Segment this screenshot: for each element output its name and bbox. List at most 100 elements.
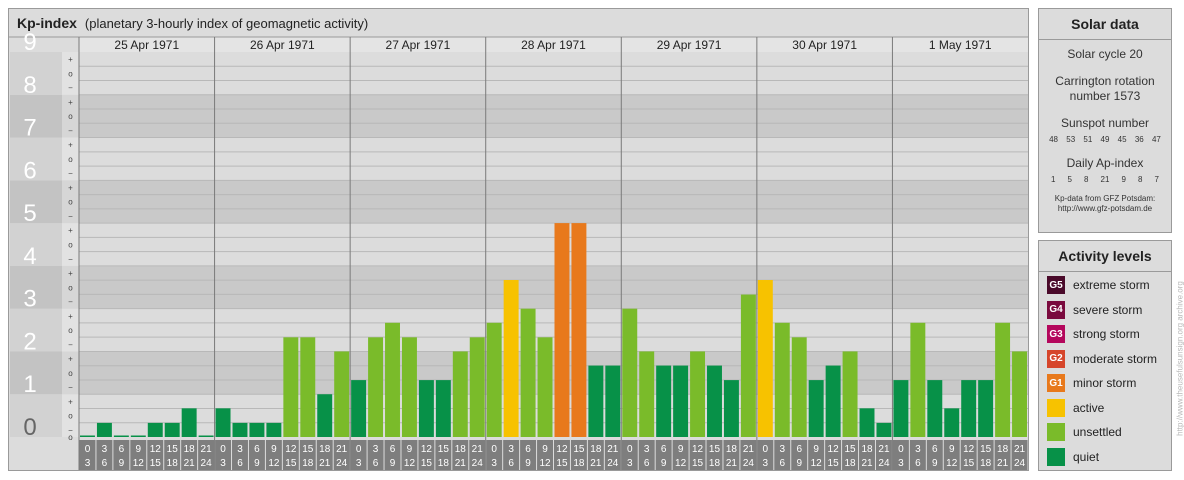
hour-end-label: 21 [726,458,738,469]
hour-cell [367,440,384,470]
hour-cell [638,440,655,470]
hour-cell [232,440,248,470]
hour-end-label: 6 [102,458,108,469]
legend-label: moderate storm [1073,351,1158,366]
hour-end-label: 24 [336,458,348,469]
kp-bar [690,351,706,437]
hour-start-label: 9 [136,444,142,455]
sunspot-value: 47 [1151,135,1161,144]
hour-cell [825,440,842,470]
kp-bar [96,422,112,437]
hour-start-label: 21 [607,444,619,455]
credit-link[interactable]: http://www.gfz-potsdam.de [1057,204,1153,213]
hour-end-label: 12 [811,458,823,469]
hour-start-label: 0 [898,444,904,455]
hour-start-label: 6 [390,444,396,455]
hour-start-label: 3 [237,444,243,455]
kp-bar [537,337,553,437]
y-tick-label: 6 [23,157,36,184]
hour-start-label: 6 [932,444,938,455]
hour-end-label: 18 [845,458,857,469]
day-label: 27 Apr 1971 [386,38,451,52]
y-subtick-label: − [68,169,73,178]
y-label-band [10,351,62,395]
kp-chart-panel: 0 1 2 3 4 5 6 7 8 9 + o − + o − + o − + o − + o − + o − + o − + o − + o − o 25… [8,8,1029,471]
hour-cell [757,440,774,470]
legend-swatch: G3 [1047,325,1065,343]
kp-bar [571,223,587,437]
hour-start-label: 15 [709,444,721,455]
kp-bar [113,435,129,437]
hour-cell [994,440,1011,470]
hour-start-label: 15 [438,444,450,455]
hour-start-label: 21 [472,444,484,455]
hour-cell [265,440,282,470]
hour-cell [926,440,943,470]
hour-cell [1011,440,1028,470]
y-subtick-band [62,137,79,181]
y-label-band [10,52,62,95]
hour-end-label: 24 [1014,458,1026,469]
y-subtick-band [62,52,79,95]
hour-start-label: 18 [997,444,1009,455]
hour-end-label: 18 [302,458,314,469]
kp-bar [351,380,367,437]
hour-cell [79,440,96,470]
y-subtick-label: o [68,369,73,378]
ap-heading: Daily Ap-index [1066,156,1144,170]
hour-start-label: 6 [796,444,802,455]
kp-bar [130,435,146,437]
sunspot-values: 48 53 51 49 45 36 47 [1039,135,1171,144]
hour-end-label: 6 [915,458,921,469]
ap-value: 8 [1137,175,1143,184]
hour-cell [96,440,113,470]
hour-end-label: 18 [167,458,179,469]
hour-start-label: 18 [861,444,873,455]
y-subtick-label: o [68,433,73,442]
y-subtick-band [62,94,79,138]
kp-bar [757,280,773,437]
y-subtick-label: + [68,98,73,107]
hour-end-label: 18 [980,458,992,469]
hour-start-label: 21 [878,444,890,455]
ap-value: 5 [1067,175,1072,184]
hour-end-label: 21 [455,458,467,469]
kp-bar [249,422,265,437]
kp-band [79,308,1028,352]
kp-bar [774,322,790,437]
hour-start-label: 15 [980,444,992,455]
kp-bar [266,422,282,437]
day-label: 28 Apr 1971 [521,38,586,52]
kp-bar [808,380,824,437]
kp-bar [80,435,95,437]
legend-swatch [1047,423,1065,441]
hour-start-label: 6 [525,444,531,455]
y-subtick-label: + [68,397,73,406]
kp-bar [961,380,977,437]
y-subtick-label: o [68,69,73,78]
kp-bar [503,280,519,437]
kp-bar [791,337,807,437]
hour-start-label: 18 [184,444,196,455]
chart-title-main: Kp-index [17,15,77,31]
hour-end-label: 9 [932,458,938,469]
hour-end-label: 21 [319,458,331,469]
day-label: 30 Apr 1971 [792,38,857,52]
y-subtick-label: o [68,412,73,421]
kp-bar [707,365,722,437]
kp-bar [215,408,231,437]
y-subtick-label: o [68,241,73,250]
y-label-band [10,394,62,437]
hour-end-label: 15 [285,458,297,469]
hour-end-label: 21 [997,458,1009,469]
hour-start-label: 15 [302,444,314,455]
hour-cell [570,440,587,470]
hour-cell [384,440,401,470]
hour-cell [689,440,706,470]
hour-cell [181,440,198,470]
kp-bar [164,422,180,437]
hour-cell [333,440,350,470]
hour-start-label: 12 [963,444,975,455]
sunspot-value: 48 [1049,135,1059,144]
hour-end-label: 9 [119,458,125,469]
